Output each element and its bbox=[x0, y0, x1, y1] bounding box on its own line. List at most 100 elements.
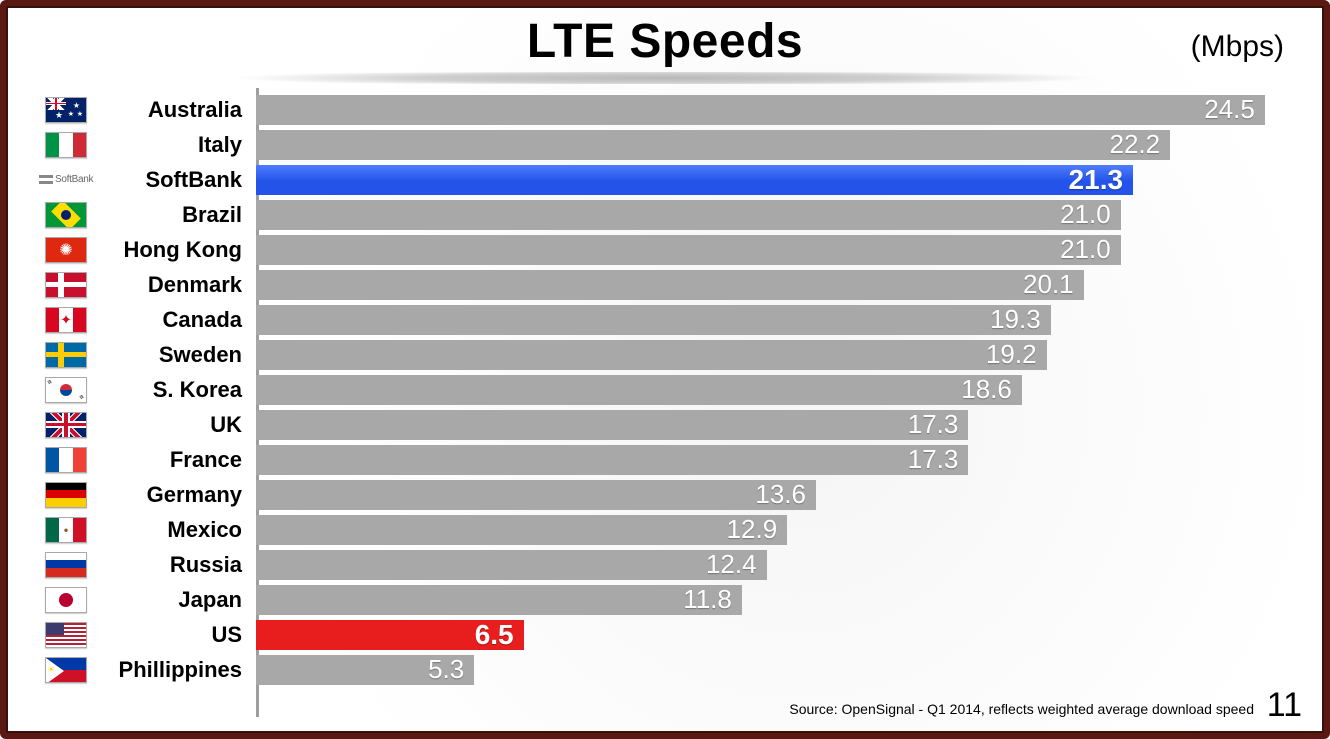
category-label: Hong Kong bbox=[96, 237, 256, 263]
flag-cell: ✦ bbox=[36, 307, 96, 333]
bar: 24.5 bbox=[256, 95, 1265, 125]
category-label: Sweden bbox=[96, 342, 256, 368]
bar-row: ☀ Phillippines 5.3 bbox=[36, 652, 1294, 687]
bar-value: 12.4 bbox=[706, 549, 757, 580]
bar-value: 11.8 bbox=[683, 584, 732, 615]
bar: 17.3 bbox=[256, 410, 968, 440]
bar-row: Sweden 19.2 bbox=[36, 337, 1294, 372]
flag-cell bbox=[36, 132, 96, 158]
flag-cell: ● bbox=[36, 517, 96, 543]
bar-area: 24.5 bbox=[256, 92, 1294, 127]
bar-area: 22.2 bbox=[256, 127, 1294, 162]
bar-row: France 17.3 bbox=[36, 442, 1294, 477]
bar-value: 21.0 bbox=[1060, 234, 1111, 265]
bar-row: ✦ Canada 19.3 bbox=[36, 302, 1294, 337]
bar: 21.0 bbox=[256, 235, 1121, 265]
title-row: LTE Speeds bbox=[6, 14, 1324, 69]
bar-value: 12.9 bbox=[727, 514, 778, 545]
slide-frame: LTE Speeds (Mbps) ★ ★ ★ ★ Australia bbox=[0, 0, 1330, 739]
flag-cell: ☀ bbox=[36, 657, 96, 683]
bar-row: US 6.5 bbox=[36, 617, 1294, 652]
flag-cell bbox=[36, 412, 96, 438]
category-label: Australia bbox=[96, 97, 256, 123]
bar: 12.4 bbox=[256, 550, 767, 580]
bar: 13.6 bbox=[256, 480, 816, 510]
bar-value: 6.5 bbox=[475, 619, 514, 651]
bar: 11.8 bbox=[256, 585, 742, 615]
bar-value: 21.3 bbox=[1069, 164, 1124, 196]
bar: 22.2 bbox=[256, 130, 1170, 160]
bar-area: 20.1 bbox=[256, 267, 1294, 302]
bar-area: 21.0 bbox=[256, 232, 1294, 267]
bar-row: Japan 11.8 bbox=[36, 582, 1294, 617]
bar-area: 21.0 bbox=[256, 197, 1294, 232]
bar-value: 17.3 bbox=[908, 409, 959, 440]
category-label: France bbox=[96, 447, 256, 473]
bar: 5.3 bbox=[256, 655, 474, 685]
category-label: Germany bbox=[96, 482, 256, 508]
category-label: Phillippines bbox=[96, 657, 256, 683]
bar-area: 19.3 bbox=[256, 302, 1294, 337]
bar-row: SoftBank SoftBank 21.3 bbox=[36, 162, 1294, 197]
flag-cell bbox=[36, 342, 96, 368]
bar-row: ● Mexico 12.9 bbox=[36, 512, 1294, 547]
flag-cell: ≡ ≡ bbox=[36, 377, 96, 403]
bar-row: Russia 12.4 bbox=[36, 547, 1294, 582]
bar-row: ★ ★ ★ ★ Australia 24.5 bbox=[36, 92, 1294, 127]
bar-value: 19.2 bbox=[986, 339, 1037, 370]
bar-area: 6.5 bbox=[256, 617, 1294, 652]
bar-value: 22.2 bbox=[1110, 129, 1161, 160]
flag-cell: ✺ bbox=[36, 237, 96, 263]
category-label: Japan bbox=[96, 587, 256, 613]
category-label: Russia bbox=[96, 552, 256, 578]
category-label: Canada bbox=[96, 307, 256, 333]
bar-area: 17.3 bbox=[256, 407, 1294, 442]
category-label: US bbox=[96, 622, 256, 648]
flag-cell bbox=[36, 447, 96, 473]
bar-area: 17.3 bbox=[256, 442, 1294, 477]
bar: 12.9 bbox=[256, 515, 787, 545]
bar: 18.6 bbox=[256, 375, 1022, 405]
flag-cell: ★ ★ ★ ★ bbox=[36, 97, 96, 123]
bar-row: ✺ Hong Kong 21.0 bbox=[36, 232, 1294, 267]
bar-row: Germany 13.6 bbox=[36, 477, 1294, 512]
flag-cell bbox=[36, 622, 96, 648]
bar: 21.0 bbox=[256, 200, 1121, 230]
page-number: 11 bbox=[1267, 686, 1302, 725]
bar-row: ≡ ≡ S. Korea 18.6 bbox=[36, 372, 1294, 407]
bar-area: 19.2 bbox=[256, 337, 1294, 372]
bar-value: 24.5 bbox=[1204, 94, 1255, 125]
bar-value: 18.6 bbox=[961, 374, 1012, 405]
category-label: Brazil bbox=[96, 202, 256, 228]
title-underline bbox=[66, 72, 1264, 84]
bar-value: 5.3 bbox=[428, 654, 464, 685]
flag-cell bbox=[36, 272, 96, 298]
category-label: S. Korea bbox=[96, 377, 256, 403]
bar-value: 13.6 bbox=[755, 479, 806, 510]
bar-value: 21.0 bbox=[1060, 199, 1111, 230]
bar: 19.2 bbox=[256, 340, 1047, 370]
bar-area: 12.4 bbox=[256, 547, 1294, 582]
bar-area: 13.6 bbox=[256, 477, 1294, 512]
category-label: Mexico bbox=[96, 517, 256, 543]
category-label: Denmark bbox=[96, 272, 256, 298]
bar: 6.5 bbox=[256, 620, 524, 650]
flag-cell bbox=[36, 552, 96, 578]
bar: 19.3 bbox=[256, 305, 1051, 335]
bar-value: 20.1 bbox=[1023, 269, 1074, 300]
bar: 20.1 bbox=[256, 270, 1084, 300]
flag-cell bbox=[36, 482, 96, 508]
bar-area: 5.3 bbox=[256, 652, 1294, 687]
bar-row: Brazil 21.0 bbox=[36, 197, 1294, 232]
bar-area: 21.3 bbox=[256, 162, 1294, 197]
bar-row: Denmark 20.1 bbox=[36, 267, 1294, 302]
unit-label: (Mbps) bbox=[1191, 30, 1284, 64]
bar-chart: ★ ★ ★ ★ Australia 24.5 Italy 22.2 SoftBa… bbox=[36, 92, 1294, 713]
category-label: SoftBank bbox=[96, 167, 256, 193]
bar: 21.3 bbox=[256, 165, 1133, 195]
bar-row: UK 17.3 bbox=[36, 407, 1294, 442]
bar-value: 17.3 bbox=[908, 444, 959, 475]
flag-cell: SoftBank bbox=[36, 167, 96, 193]
category-label: UK bbox=[96, 412, 256, 438]
source-caption: Source: OpenSignal - Q1 2014, reflects w… bbox=[789, 701, 1254, 717]
